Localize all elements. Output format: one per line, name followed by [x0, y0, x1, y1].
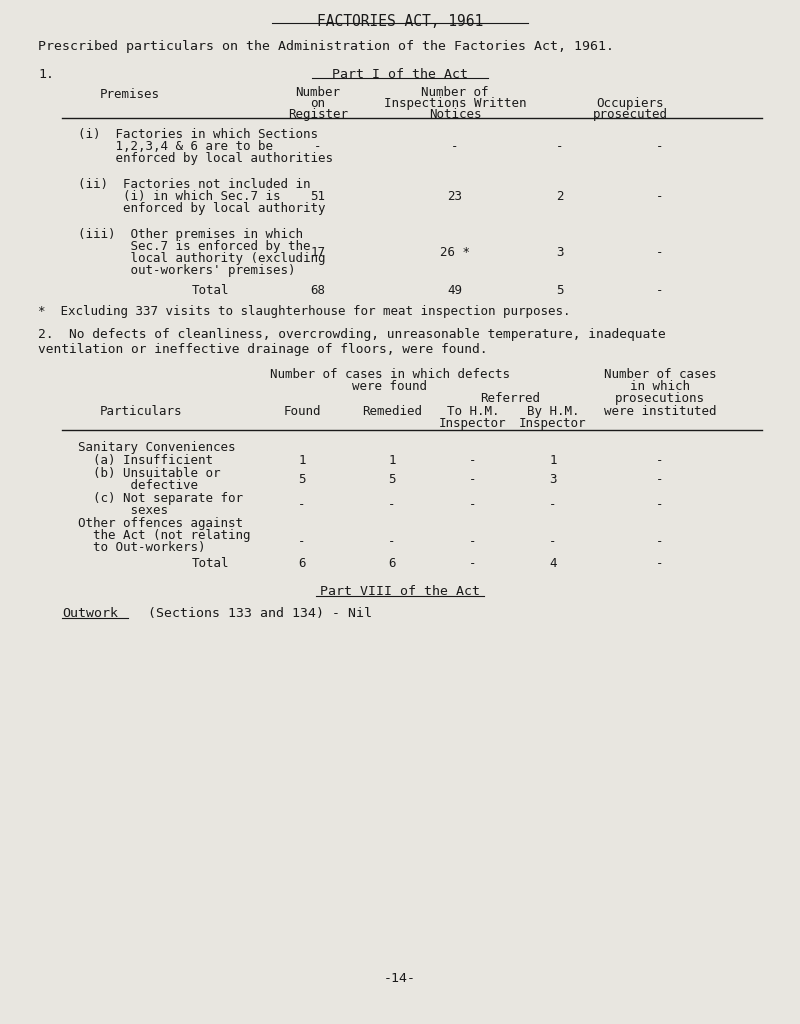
Text: (Sections 133 and 134) - Nil: (Sections 133 and 134) - Nil — [148, 607, 372, 620]
Text: Number of cases in which defects: Number of cases in which defects — [270, 368, 510, 381]
Text: -: - — [656, 454, 664, 467]
Text: Inspector: Inspector — [439, 417, 506, 430]
Text: -: - — [656, 535, 664, 548]
Text: (b) Unsuitable or: (b) Unsuitable or — [78, 467, 221, 480]
Text: -: - — [656, 557, 664, 570]
Text: 23: 23 — [447, 190, 462, 203]
Text: (ii)  Factories not included in: (ii) Factories not included in — [78, 178, 310, 191]
Text: (i)  Factories in which Sections: (i) Factories in which Sections — [78, 128, 318, 141]
Text: prosecutions: prosecutions — [615, 392, 705, 406]
Text: -: - — [470, 535, 477, 548]
Text: 1: 1 — [298, 454, 306, 467]
Text: -: - — [556, 140, 564, 153]
Text: Sanitary Conveniences: Sanitary Conveniences — [78, 441, 235, 454]
Text: the Act (not relating: the Act (not relating — [78, 529, 250, 542]
Text: Part I of the Act: Part I of the Act — [332, 68, 468, 81]
Text: local authority (excluding: local authority (excluding — [78, 252, 326, 265]
Text: defective: defective — [78, 479, 198, 492]
Text: 6: 6 — [388, 557, 396, 570]
Text: Remedied: Remedied — [362, 406, 422, 418]
Text: 5: 5 — [388, 473, 396, 486]
Text: were instituted: were instituted — [604, 406, 716, 418]
Text: on: on — [310, 97, 326, 110]
Text: enforced by local authorities: enforced by local authorities — [78, 152, 333, 165]
Text: -: - — [656, 140, 664, 153]
Text: (i) in which Sec.7 is: (i) in which Sec.7 is — [78, 190, 281, 203]
Text: prosecuted: prosecuted — [593, 108, 667, 121]
Text: Occupiers: Occupiers — [596, 97, 664, 110]
Text: 4: 4 — [550, 557, 557, 570]
Text: Number of cases: Number of cases — [604, 368, 716, 381]
Text: 51: 51 — [310, 190, 326, 203]
Text: -: - — [656, 284, 664, 297]
Text: to Out-workers): to Out-workers) — [78, 541, 206, 554]
Text: -: - — [470, 557, 477, 570]
Text: sexes: sexes — [78, 504, 168, 517]
Text: 17: 17 — [310, 246, 326, 259]
Text: 26 *: 26 * — [440, 246, 470, 259]
Text: By H.M.: By H.M. — [526, 406, 579, 418]
Text: (a) Insufficient: (a) Insufficient — [78, 454, 213, 467]
Text: Prescribed particulars on the Administration of the Factories Act, 1961.: Prescribed particulars on the Administra… — [38, 40, 614, 53]
Text: Particulars: Particulars — [100, 406, 182, 418]
Text: Inspections Written: Inspections Written — [384, 97, 526, 110]
Text: Number: Number — [295, 86, 341, 99]
Text: Other offences against: Other offences against — [78, 517, 243, 530]
Text: -: - — [656, 190, 664, 203]
Text: -: - — [550, 498, 557, 511]
Text: (iii)  Other premises in which: (iii) Other premises in which — [78, 228, 303, 241]
Text: 2.  No defects of cleanliness, overcrowding, unreasonable temperature, inadequat: 2. No defects of cleanliness, overcrowdi… — [38, 328, 666, 356]
Text: Sec.7 is enforced by the: Sec.7 is enforced by the — [78, 240, 310, 253]
Text: (c) Not separate for: (c) Not separate for — [78, 492, 243, 505]
Text: -: - — [470, 498, 477, 511]
Text: -: - — [656, 246, 664, 259]
Text: -: - — [388, 498, 396, 511]
Text: -: - — [656, 498, 664, 511]
Text: Total: Total — [191, 557, 229, 570]
Text: Outwork: Outwork — [62, 607, 118, 620]
Text: -14-: -14- — [384, 972, 416, 985]
Text: -: - — [470, 473, 477, 486]
Text: FACTORIES ACT, 1961: FACTORIES ACT, 1961 — [317, 14, 483, 29]
Text: -: - — [298, 498, 306, 511]
Text: To H.M.: To H.M. — [446, 406, 499, 418]
Text: 5: 5 — [556, 284, 564, 297]
Text: Referred: Referred — [480, 392, 540, 406]
Text: -: - — [314, 140, 322, 153]
Text: 1.: 1. — [38, 68, 54, 81]
Text: -: - — [451, 140, 458, 153]
Text: Total: Total — [191, 284, 229, 297]
Text: 1: 1 — [550, 454, 557, 467]
Text: Number of: Number of — [422, 86, 489, 99]
Text: -: - — [470, 454, 477, 467]
Text: -: - — [298, 535, 306, 548]
Text: 68: 68 — [310, 284, 326, 297]
Text: Part VIII of the Act: Part VIII of the Act — [320, 585, 480, 598]
Text: 1,2,3,4 & 6 are to be: 1,2,3,4 & 6 are to be — [78, 140, 273, 153]
Text: in which: in which — [630, 380, 690, 393]
Text: were found: were found — [353, 380, 427, 393]
Text: Inspector: Inspector — [519, 417, 586, 430]
Text: *  Excluding 337 visits to slaughterhouse for meat inspection purposes.: * Excluding 337 visits to slaughterhouse… — [38, 305, 570, 318]
Text: 49: 49 — [447, 284, 462, 297]
Text: 6: 6 — [298, 557, 306, 570]
Text: -: - — [656, 473, 664, 486]
Text: Premises: Premises — [100, 88, 160, 101]
Text: 5: 5 — [298, 473, 306, 486]
Text: 2: 2 — [556, 190, 564, 203]
Text: -: - — [388, 535, 396, 548]
Text: Notices: Notices — [429, 108, 482, 121]
Text: 3: 3 — [550, 473, 557, 486]
Text: Register: Register — [288, 108, 348, 121]
Text: enforced by local authority: enforced by local authority — [78, 202, 326, 215]
Text: out-workers' premises): out-workers' premises) — [78, 264, 295, 278]
Text: 1: 1 — [388, 454, 396, 467]
Text: -: - — [550, 535, 557, 548]
Text: Found: Found — [283, 406, 321, 418]
Text: 3: 3 — [556, 246, 564, 259]
